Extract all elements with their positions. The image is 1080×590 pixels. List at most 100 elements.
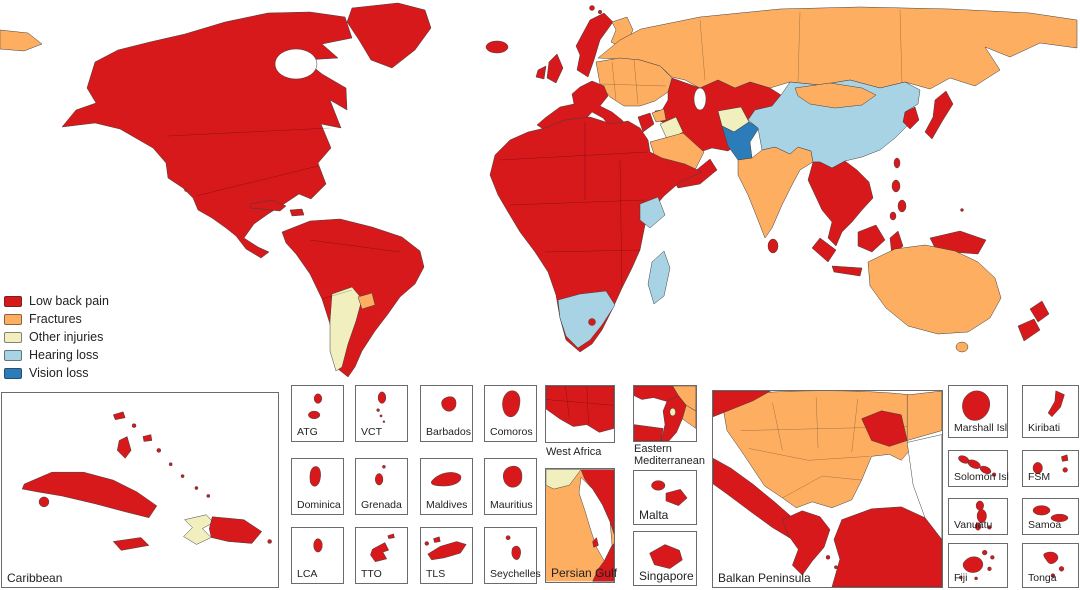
inset-caribbean: Caribbean xyxy=(1,392,279,588)
inset-label: Comoros xyxy=(490,426,533,438)
country-uruguay xyxy=(357,292,376,310)
country-russia xyxy=(597,6,1078,90)
country-madagascar xyxy=(647,250,671,305)
inset-tonga: Tonga xyxy=(1022,543,1079,588)
inset-label: TLS xyxy=(426,568,446,580)
country-syria xyxy=(651,108,667,123)
island-jamaica xyxy=(113,537,150,551)
island-cuba xyxy=(249,199,287,212)
inset-label: Vanuatu xyxy=(954,519,993,531)
island-cuba xyxy=(21,471,158,518)
country-new-zealand-north xyxy=(1029,300,1050,323)
inset-seychelles: Seychelles xyxy=(484,527,541,584)
inset-dominica: Dominica xyxy=(291,458,344,515)
inset-barbados: Barbados xyxy=(420,385,473,442)
inset-tls: TLS xyxy=(420,527,473,584)
inset-singapore: Singapore xyxy=(633,531,697,586)
island-sumatra xyxy=(811,237,837,263)
inset-mauritius: Mauritius xyxy=(484,458,537,515)
legend-label: Other injuries xyxy=(29,329,104,344)
legend-item-low-back-pain: Low back pain xyxy=(4,294,109,308)
caspian-sea xyxy=(693,87,707,111)
legend-swatch-fractures xyxy=(4,313,22,325)
legend-item-other-injuries: Other injuries xyxy=(4,330,109,344)
inset-label: LCA xyxy=(297,568,318,580)
inset-label-eastern-mediterranean: Eastern Mediterranean xyxy=(634,443,705,467)
country-greenland xyxy=(346,2,432,69)
inset-vct: VCT xyxy=(355,385,408,442)
inset-grenada: Grenada xyxy=(355,458,408,515)
inset-label: Tonga xyxy=(1028,572,1057,584)
country-japan xyxy=(924,90,954,140)
region-africa xyxy=(489,116,703,353)
inset-comoros: Comoros xyxy=(484,385,537,442)
region-korea xyxy=(902,106,920,130)
country-ireland xyxy=(535,65,547,80)
region-southeast-asia xyxy=(807,160,874,247)
inset-label: Seychelles xyxy=(490,568,541,580)
country-greece xyxy=(637,112,655,133)
legend-item-vision-loss: Vision loss xyxy=(4,366,109,380)
inset-label-west-africa: West Africa xyxy=(546,446,602,458)
region-eastern-europe xyxy=(595,57,673,107)
country-mongolia xyxy=(794,82,877,109)
inset-samoa: Samoa xyxy=(1022,498,1079,535)
legend-swatch-other-injuries xyxy=(4,331,22,343)
inset-west-africa xyxy=(545,385,615,443)
isle-of-youth xyxy=(38,496,50,508)
inset-label: Caribbean xyxy=(7,571,63,585)
country-kenya xyxy=(639,196,666,229)
island-philippines-1 xyxy=(891,179,901,193)
country-argentina xyxy=(329,286,363,372)
island-hispaniola xyxy=(289,208,305,217)
island-borneo xyxy=(857,224,886,253)
island-tasmania xyxy=(955,341,969,353)
country-lesotho xyxy=(588,318,596,326)
legend-label: Vision loss xyxy=(29,365,89,380)
inset-fiji: Fiji xyxy=(948,543,1008,588)
inset-label: Balkan Peninsula xyxy=(718,571,811,585)
country-iceland xyxy=(485,40,509,54)
inset-label: Malta xyxy=(639,508,669,522)
legend-swatch-hearing-loss xyxy=(4,349,22,361)
inset-balkan-peninsula: Balkan Peninsula xyxy=(712,390,943,588)
country-taiwan xyxy=(893,157,901,169)
inset-label: Persian Gulf xyxy=(551,566,618,580)
inset-persian-gulf: Persian Gulf xyxy=(545,468,618,583)
island-philippines-3 xyxy=(889,211,897,221)
legend-label: Low back pain xyxy=(29,293,109,308)
island-philippines-2 xyxy=(897,199,907,213)
region-scandinavia xyxy=(575,12,614,78)
inset-label: VCT xyxy=(361,426,382,438)
country-india xyxy=(737,146,814,239)
country-uk xyxy=(546,53,564,84)
country-australia xyxy=(867,244,1002,335)
country-south-africa xyxy=(557,290,616,349)
legend-item-fractures: Fractures xyxy=(4,312,109,326)
legend-item-hearing-loss: Hearing loss xyxy=(4,348,109,362)
legend-swatch-low-back-pain xyxy=(4,295,22,307)
country-sri-lanka xyxy=(767,238,779,254)
inset-label: Singapore xyxy=(639,569,694,583)
inset-lca: LCA xyxy=(291,527,344,584)
inset-label: Kiribati xyxy=(1028,422,1061,434)
inset-label: Marshall Isl xyxy=(954,422,1008,434)
inset-malta: Malta xyxy=(633,470,697,525)
inset-fsm: FSM xyxy=(1022,450,1079,487)
inset-atg: ATG xyxy=(291,385,344,442)
inset-label: Dominica xyxy=(297,499,341,511)
inset-maldives: Maldives xyxy=(420,458,473,515)
inset-label: Fiji xyxy=(954,572,968,584)
inset-label: ATG xyxy=(297,426,318,438)
inset-label: Solomon Isl xyxy=(954,471,1009,483)
island-java xyxy=(831,265,863,277)
country-russia-chukotka xyxy=(0,29,43,52)
legend-label: Fractures xyxy=(29,311,82,326)
inset-solomon-isl: Solomon Isl xyxy=(948,450,1009,487)
legend: Low back pain Fractures Other injuries H… xyxy=(4,294,109,384)
country-pakistan xyxy=(721,121,760,161)
inset-marshall-isl: Marshall Isl xyxy=(948,385,1008,438)
inset-label: Grenada xyxy=(361,499,402,511)
country-dominican-republic xyxy=(209,516,262,544)
